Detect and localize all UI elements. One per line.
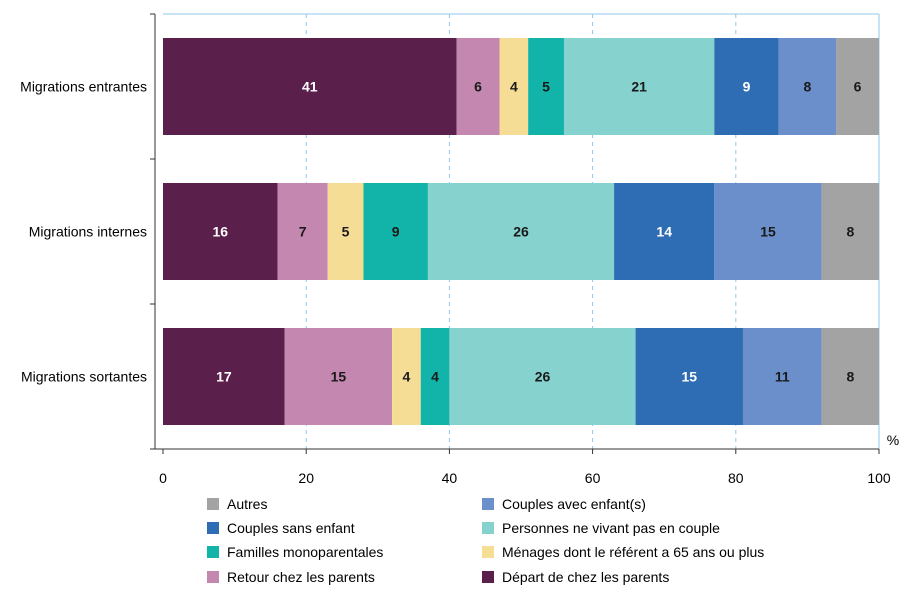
data-label: 26 <box>535 369 551 385</box>
data-label: 41 <box>302 79 318 95</box>
bar-segment <box>456 38 500 135</box>
bar-segment <box>284 328 393 425</box>
bar-segment <box>163 183 278 280</box>
bar-segment <box>614 183 715 280</box>
x-tick-label: 0 <box>159 470 167 486</box>
x-tick-label: 100 <box>867 470 891 486</box>
category-label: Migrations internes <box>29 224 147 240</box>
bar-segment <box>363 183 428 280</box>
data-label: 8 <box>804 79 812 95</box>
legend-label: Couples sans enfant <box>227 520 355 536</box>
legend-label: Départ de chez les parents <box>502 569 669 585</box>
x-tick-label: 60 <box>585 470 601 486</box>
data-label: 6 <box>854 79 862 95</box>
data-label: 16 <box>212 224 228 240</box>
legend-label: Ménages dont le référent a 65 ans ou plu… <box>502 544 764 560</box>
legend-swatch <box>207 571 219 583</box>
data-label: 4 <box>510 79 518 95</box>
legend-swatch <box>482 498 494 510</box>
data-label: 5 <box>542 79 550 95</box>
legend-label: Familles monoparentales <box>227 544 383 560</box>
x-tick-label: 40 <box>442 470 458 486</box>
data-label: 9 <box>392 224 400 240</box>
bar-segment <box>528 38 564 135</box>
data-label: 14 <box>656 224 672 240</box>
data-label: 17 <box>216 369 232 385</box>
legend-swatch <box>482 522 494 534</box>
data-label: 4 <box>431 369 439 385</box>
data-label: 26 <box>513 224 529 240</box>
bar-segment <box>499 38 529 135</box>
legend-swatch <box>207 522 219 534</box>
legend-label: Autres <box>227 496 267 512</box>
data-label: 4 <box>403 369 411 385</box>
bar-segment <box>714 183 822 280</box>
bar-segment <box>563 38 715 135</box>
data-label: 15 <box>331 369 347 385</box>
data-label: 11 <box>775 369 790 385</box>
legend-swatch <box>207 546 219 558</box>
bar-segment <box>821 328 879 425</box>
legend-label: Personnes ne vivant pas en couple <box>502 520 720 536</box>
data-label: 6 <box>474 79 482 95</box>
data-label: 9 <box>743 79 751 95</box>
category-label: Migrations entrantes <box>20 79 147 95</box>
bar-segment <box>327 183 364 280</box>
bar-segment <box>277 183 328 280</box>
data-label: 8 <box>846 369 854 385</box>
bar-segment <box>635 328 743 425</box>
data-label: 5 <box>342 224 350 240</box>
legend-label: Retour chez les parents <box>227 569 375 585</box>
bar-segment <box>163 328 285 425</box>
legend: Autres Couples avec enfant(s) Couples sans… <box>207 496 764 585</box>
data-label: 8 <box>846 224 854 240</box>
data-label: 15 <box>760 224 776 240</box>
bar-segment <box>427 183 615 280</box>
bar-segment <box>836 38 879 135</box>
legend-label: Couples avec enfant(s) <box>502 496 646 512</box>
legend-swatch <box>482 546 494 558</box>
bar-segment <box>420 328 450 425</box>
bar-segment <box>821 183 879 280</box>
x-tick-label: 80 <box>728 470 744 486</box>
x-tick-label: 20 <box>298 470 314 486</box>
bar-segment <box>163 38 457 135</box>
bars: 41 6 4 5 21 9 8 6 16 7 5 9 26 14 15 8 17 15 4 4 26 15 11 8 <box>163 38 879 425</box>
bar-segment <box>778 38 837 135</box>
bar-segment <box>742 328 822 425</box>
bar-segment <box>449 328 636 425</box>
bar-segment <box>714 38 779 135</box>
data-label: 7 <box>299 224 307 240</box>
bar-segment <box>392 328 421 425</box>
data-label: 15 <box>681 369 697 385</box>
legend-swatch <box>482 571 494 583</box>
x-unit-label: % <box>887 432 899 448</box>
data-label: 21 <box>631 79 647 95</box>
category-label: Migrations sortantes <box>21 369 147 385</box>
legend-swatch <box>207 498 219 510</box>
axes: Migrations entrantes Migrations internes M… <box>20 13 899 486</box>
